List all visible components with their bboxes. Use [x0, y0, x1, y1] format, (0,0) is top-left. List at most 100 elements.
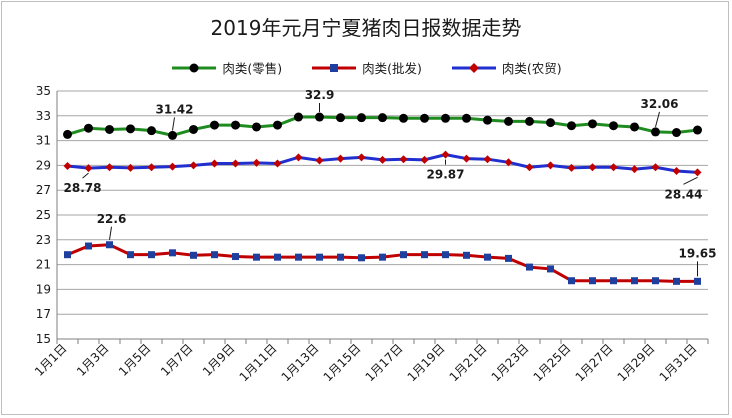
data-label-leader — [109, 226, 112, 240]
data-point — [169, 249, 176, 257]
data-point — [273, 159, 282, 168]
data-point — [547, 265, 554, 273]
data-point — [651, 127, 660, 137]
data-point — [526, 263, 533, 271]
data-point — [525, 116, 534, 126]
data-point — [399, 113, 408, 123]
data-point — [504, 158, 513, 167]
data-point — [462, 154, 471, 163]
data-point — [378, 155, 387, 164]
legend-label-wholesale: 肉类(批发) — [362, 61, 422, 76]
data-point — [483, 115, 492, 125]
data-point — [546, 161, 555, 170]
data-point — [483, 155, 492, 164]
x-tick-label: 1月21日 — [447, 341, 490, 384]
data-point — [148, 251, 155, 259]
data-point — [168, 162, 177, 171]
legend-item-farmers-market: 肉类(农贸) — [450, 58, 562, 77]
data-point — [294, 153, 303, 162]
y-tick-label: 15 — [36, 332, 51, 346]
y-tick-label: 35 — [36, 84, 51, 98]
data-point — [609, 163, 618, 172]
data-point — [63, 129, 72, 139]
data-label: 22.6 — [97, 212, 127, 226]
data-point — [609, 121, 618, 131]
data-point — [147, 126, 156, 136]
data-point — [442, 251, 449, 259]
data-point — [85, 242, 92, 250]
legend-label-retail: 肉类(零售) — [222, 61, 283, 76]
data-point — [105, 163, 114, 172]
data-point — [399, 155, 408, 164]
data-point — [421, 251, 428, 259]
x-tick-label: 1月19日 — [405, 341, 448, 384]
data-point — [316, 253, 323, 261]
y-tick-label: 27 — [36, 183, 51, 197]
legend-item-wholesale: 肉类(批发) — [310, 58, 422, 77]
data-point — [210, 159, 219, 168]
data-point — [378, 113, 387, 123]
data-point — [651, 163, 660, 172]
x-tick-label: 1月3日 — [74, 341, 112, 379]
y-tick-label: 23 — [36, 233, 51, 247]
data-point — [190, 251, 197, 259]
data-point — [273, 120, 282, 130]
data-point — [441, 150, 450, 159]
legend-swatch-wholesale — [312, 63, 357, 72]
data-point — [252, 122, 261, 132]
data-point — [568, 277, 575, 285]
data-point — [84, 123, 93, 133]
data-point — [106, 241, 113, 249]
data-point — [295, 253, 302, 261]
data-point — [379, 253, 386, 261]
data-point — [484, 253, 491, 261]
data-point — [441, 113, 450, 123]
x-tick-label: 1月25日 — [531, 341, 574, 384]
data-point — [462, 113, 471, 123]
data-point — [189, 161, 198, 170]
data-point — [147, 163, 156, 172]
chart-title: 2019年元月宁夏猪肉日报数据走势 — [210, 16, 522, 40]
x-tick-label: 1月31日 — [657, 341, 700, 384]
data-point — [315, 156, 324, 165]
data-point — [358, 254, 365, 262]
data-point — [211, 251, 218, 259]
data-label: 28.44 — [665, 187, 703, 201]
data-point — [694, 277, 701, 285]
data-point — [400, 251, 407, 259]
data-label: 28.78 — [64, 181, 102, 195]
data-point — [588, 119, 597, 129]
data-point — [127, 251, 134, 259]
data-point — [105, 124, 114, 134]
data-point — [63, 162, 72, 171]
data-point — [357, 113, 366, 123]
data-point — [315, 112, 324, 122]
data-point — [168, 130, 177, 140]
data-point — [336, 113, 345, 123]
data-point — [630, 165, 639, 174]
data-point — [672, 166, 681, 175]
data-point — [693, 125, 702, 135]
x-tick-label: 1月9日 — [200, 341, 238, 379]
x-tick-label: 1月1日 — [32, 341, 70, 379]
data-point — [463, 251, 470, 259]
data-point — [588, 163, 597, 172]
data-point — [630, 122, 639, 132]
x-tick-label: 1月11日 — [237, 341, 280, 384]
data-point — [505, 254, 512, 262]
data-point — [652, 277, 659, 285]
data-label-leader — [655, 111, 660, 128]
data-point — [693, 168, 702, 177]
legend-item-retail: 肉类(零售) — [170, 58, 282, 77]
data-point — [631, 277, 638, 285]
y-tick-label: 21 — [36, 258, 51, 272]
data-point — [64, 251, 71, 259]
data-point — [525, 163, 534, 172]
x-tick-label: 1月27日 — [573, 341, 616, 384]
y-tick-label: 25 — [36, 208, 51, 222]
x-tick-label: 1月5日 — [116, 341, 154, 379]
data-label: 19.65 — [679, 246, 717, 260]
data-point — [253, 253, 260, 261]
data-point — [126, 124, 135, 134]
